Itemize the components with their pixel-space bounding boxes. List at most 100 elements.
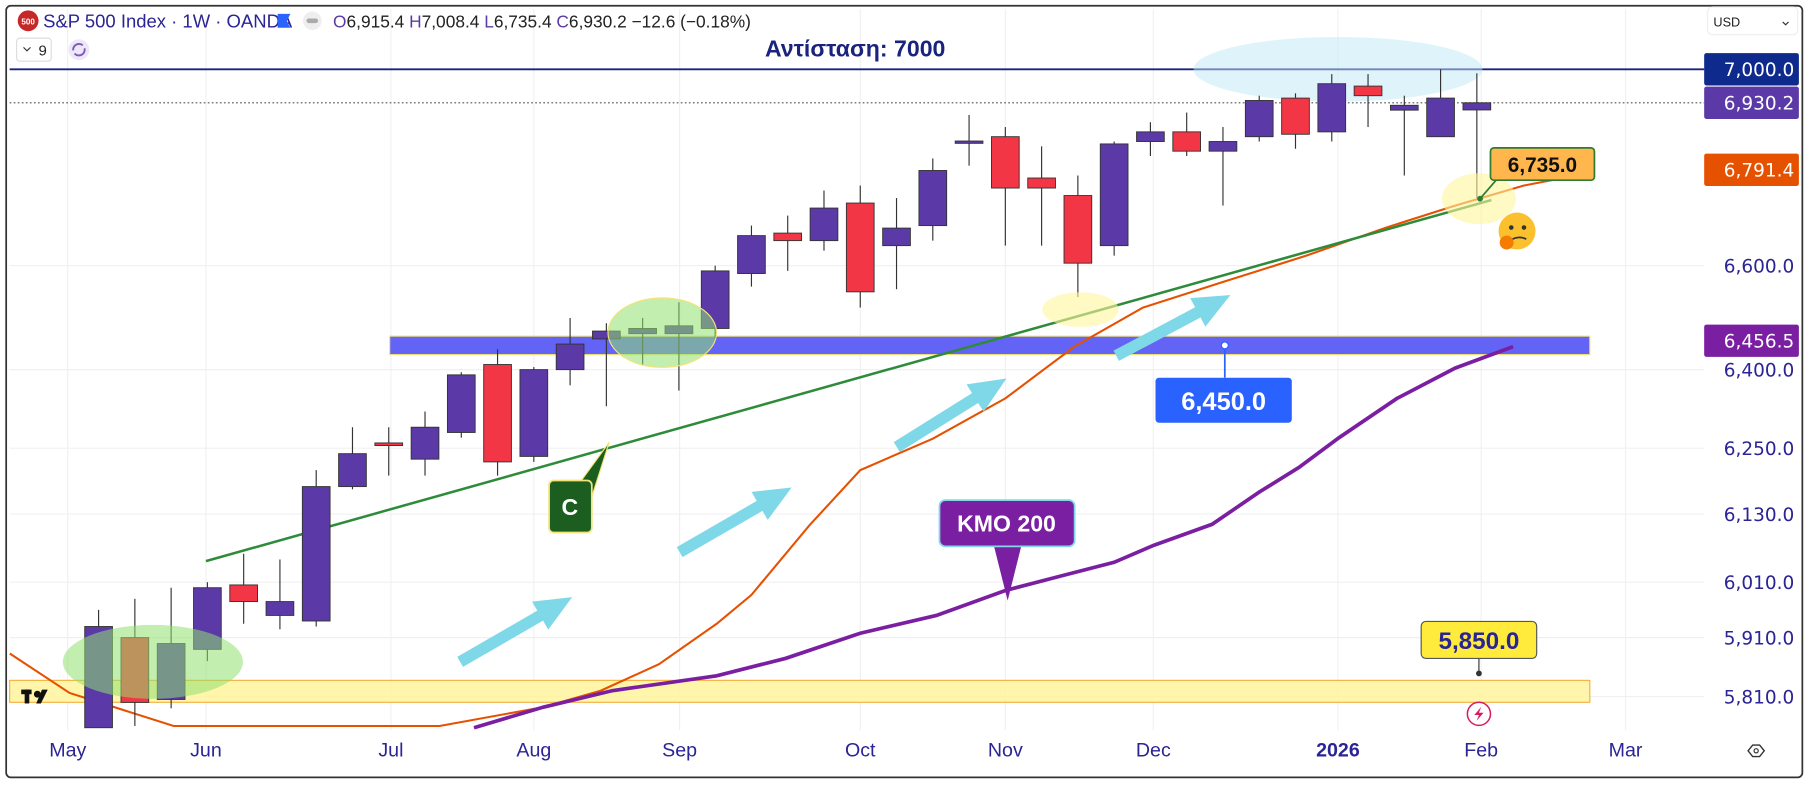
price-label: 6,791.4 [1704, 153, 1799, 186]
candle-body [265, 601, 295, 616]
candle-body [1099, 143, 1129, 247]
candle[interactable] [301, 470, 331, 627]
x-tick-label: Oct [845, 740, 876, 762]
candle[interactable] [1244, 95, 1274, 142]
settings-icon[interactable] [1747, 744, 1766, 758]
refresh-icon[interactable] [68, 39, 90, 61]
y-tick-label: 5,910.0 [1724, 629, 1795, 650]
price-label-text: 6,791.4 [1724, 161, 1795, 182]
wave-c-text: C [562, 494, 579, 520]
candle[interactable] [229, 553, 258, 624]
flag-icon[interactable] [277, 13, 291, 28]
candle[interactable] [1027, 146, 1056, 246]
arrow-icon [1113, 295, 1231, 361]
candle-body [1063, 195, 1093, 264]
price-label: 7,000.0 [1704, 53, 1799, 86]
low-callout-text: 6,735.0 [1508, 154, 1577, 177]
candle-body [845, 202, 875, 293]
candle[interactable] [954, 114, 984, 166]
x-tick-label: Mar [1609, 740, 1643, 762]
symbol-title[interactable]: S&P 500 Index · 1W · OANDA [43, 11, 293, 32]
candle-body [954, 140, 984, 144]
candle[interactable] [1208, 127, 1238, 206]
candle[interactable] [882, 198, 911, 290]
candle[interactable] [374, 427, 404, 476]
candle[interactable] [845, 185, 875, 308]
ohlc-values: O6,915.4 H7,008.4 L6,735.4 C6,930.2 −12.… [333, 12, 751, 32]
target-zone[interactable] [9, 679, 1591, 703]
candle-body [1208, 141, 1238, 152]
candle-body [918, 170, 948, 227]
support-callout[interactable]: 6,450.0 [1155, 341, 1292, 423]
tradingview-logo-icon[interactable] [21, 689, 48, 704]
x-tick-label: May [49, 740, 86, 762]
y-tick-label: 6,010.0 [1724, 573, 1795, 594]
candle[interactable] [991, 127, 1020, 246]
price-axis[interactable]: 6,600.0 6,400.0 6,250.0 6,130.0 6,010.0 5,910… [1704, 53, 1799, 708]
candle[interactable] [555, 317, 585, 386]
candle[interactable] [1389, 95, 1419, 176]
candle[interactable] [519, 367, 549, 462]
candle-body [1281, 97, 1310, 135]
candle[interactable] [1063, 175, 1093, 298]
candle[interactable] [809, 190, 839, 251]
currency-select[interactable]: USD [1707, 6, 1799, 36]
indicators-count: 9 [39, 42, 47, 59]
low-value: 6,735.4 [494, 12, 552, 32]
candle-body [483, 364, 512, 463]
candle[interactable] [1136, 122, 1165, 156]
candle[interactable] [483, 349, 512, 476]
thinking-emoji-icon [1498, 212, 1536, 250]
candle-body [338, 453, 367, 488]
kmo-200-line[interactable] [473, 344, 1514, 730]
candle[interactable] [265, 559, 295, 630]
candle[interactable] [918, 158, 948, 241]
indicators-toggle[interactable]: 9 [15, 37, 52, 62]
arrow-icon [893, 378, 1007, 452]
candle[interactable] [1317, 74, 1347, 142]
lightning-icon[interactable] [1466, 701, 1492, 727]
candle[interactable] [1353, 74, 1383, 128]
trendline-line[interactable] [205, 198, 1492, 563]
support-callout-text: 6,450.0 [1181, 388, 1266, 416]
chevron-down-icon [23, 46, 31, 52]
symbol-badge: 500 [21, 17, 35, 26]
x-tick-label: 2026 [1316, 740, 1360, 762]
open-label: O [333, 12, 346, 32]
close-label: C [556, 12, 569, 32]
candle[interactable] [1426, 69, 1455, 138]
candle[interactable] [1281, 93, 1310, 149]
candle-body [1244, 100, 1274, 138]
candle-body [1462, 102, 1492, 111]
target-callout-text: 5,850.0 [1438, 628, 1519, 655]
candle[interactable] [410, 411, 440, 476]
candle[interactable] [446, 372, 476, 438]
candle[interactable] [773, 215, 803, 271]
low-callout[interactable]: 6,735.0 [1477, 146, 1596, 202]
candle[interactable] [1099, 141, 1129, 256]
high-value: 7,008.4 [422, 12, 480, 32]
time-axis[interactable]: May Jun Jul Aug Sep Oct Nov Dec 2026 Feb Mar [49, 740, 1643, 762]
kmo-callout[interactable]: KMO 200 [938, 499, 1076, 601]
candle[interactable] [1172, 112, 1202, 156]
wave-c-callout[interactable]: C [548, 442, 610, 534]
candle-body [1136, 131, 1165, 142]
low-label: L [484, 12, 494, 32]
candles [84, 69, 1492, 729]
candle[interactable] [338, 427, 367, 490]
candle-body [519, 369, 549, 457]
candle[interactable] [737, 225, 766, 287]
candle-body [410, 426, 440, 460]
legend-header: 500 S&P 500 Index · 1W · OANDA O6,915.4 … [15, 6, 1799, 62]
target-callout[interactable]: 5,850.0 [1420, 620, 1538, 677]
resistance-label[interactable]: Αντίσταση: 7000 [765, 36, 945, 62]
price-label: 6,456.5 [1704, 324, 1799, 357]
arrow-icon [457, 597, 573, 667]
y-tick-label: 6,400.0 [1724, 361, 1795, 382]
highlight-ellipse-aug [607, 297, 718, 368]
candle-body [991, 136, 1020, 189]
collapse-icon[interactable] [303, 11, 322, 31]
candle-body [1389, 104, 1419, 111]
